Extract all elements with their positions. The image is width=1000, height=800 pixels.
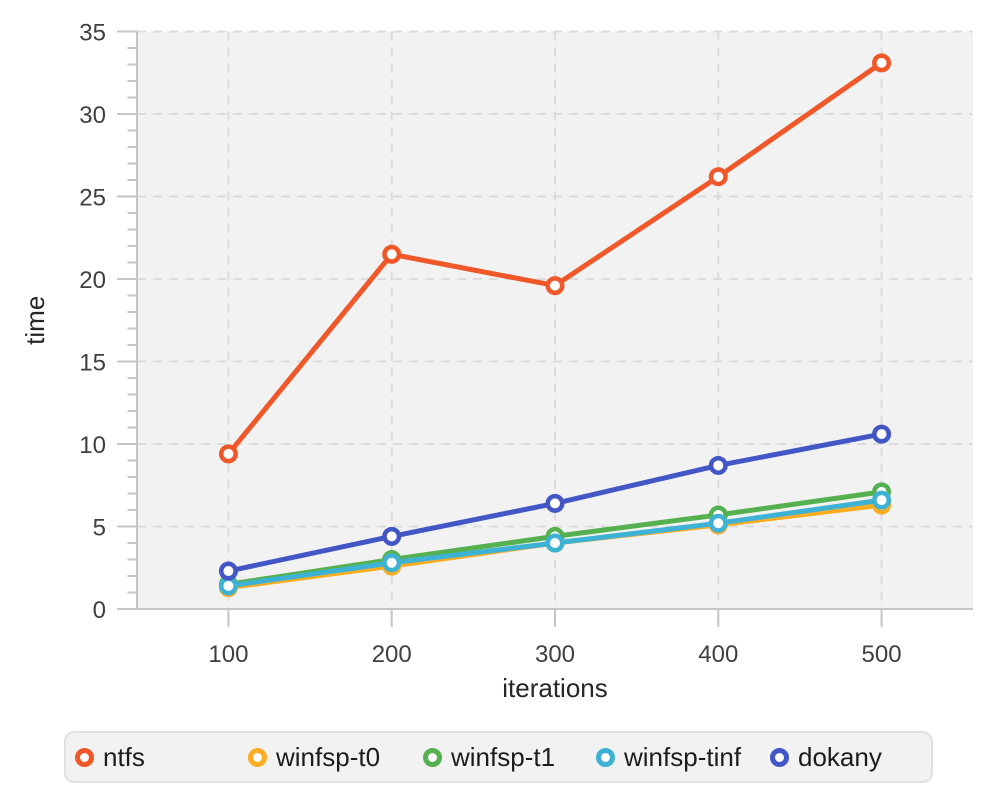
data-point [218, 561, 238, 581]
legend-item-ntfs[interactable]: ntfs [75, 733, 145, 781]
y-tick-label: 15 [79, 350, 106, 377]
y-tick-label: 25 [79, 185, 106, 212]
data-point [218, 576, 238, 596]
data-point [872, 53, 892, 73]
x-axis-title: iterations [502, 673, 608, 703]
ntfs-marker-icon [75, 747, 94, 767]
data-point [382, 526, 402, 546]
data-point [545, 493, 565, 513]
legend: ntfs winfsp-t0 winfsp-t1 winfsp-tinf dok… [64, 731, 933, 783]
legend-label: dokany [798, 741, 882, 772]
x-tick-label: 400 [698, 641, 738, 668]
legend-label: winfsp-t0 [276, 741, 381, 772]
legend-label: winfsp-t1 [451, 741, 556, 772]
y-axis-title: time [20, 296, 50, 345]
winfsp-t1-marker-icon [423, 747, 442, 767]
data-point [382, 244, 402, 264]
x-tick-label: 100 [208, 641, 248, 668]
plot-canvas: 0 5 10 15 20 25 30 35 100 200 300 400 500 time iterati… [20, 20, 973, 703]
data-point [708, 455, 728, 475]
legend-label: winfsp-tinf [624, 741, 742, 772]
y-tick-label: 5 [93, 515, 106, 542]
data-point [382, 553, 402, 573]
y-tick-label: 0 [93, 597, 106, 624]
x-tick-label: 300 [535, 641, 575, 668]
data-point [708, 167, 728, 187]
y-tick-label: 35 [79, 20, 106, 47]
axis-ticks [117, 30, 883, 627]
data-point [872, 490, 892, 510]
data-point [545, 276, 565, 296]
y-tick-label: 20 [79, 267, 106, 294]
x-tick-label: 500 [862, 641, 902, 668]
data-point [218, 444, 238, 464]
series-dokany [218, 424, 892, 581]
legend-item-dokany[interactable]: dokany [770, 733, 882, 781]
tick-labels: 0 5 10 15 20 25 30 35 100 200 300 400 500 [79, 20, 901, 669]
legend-item-winfsp-t0[interactable]: winfsp-t0 [248, 733, 380, 781]
legend-item-winfsp-tinf[interactable]: winfsp-tinf [596, 733, 741, 781]
legend-label: ntfs [103, 741, 145, 772]
data-point [708, 513, 728, 533]
y-tick-label: 10 [79, 432, 106, 459]
data-point [545, 533, 565, 553]
winfsp-t0-marker-icon [248, 747, 267, 767]
x-tick-label: 200 [372, 641, 412, 668]
series-ntfs [218, 53, 892, 464]
data-point [872, 424, 892, 444]
legend-item-winfsp-t1[interactable]: winfsp-t1 [423, 733, 555, 781]
axis-lines [136, 31, 973, 610]
y-tick-label: 30 [79, 102, 106, 129]
winfsp-tinf-marker-icon [596, 747, 615, 767]
dokany-marker-icon [770, 747, 789, 767]
